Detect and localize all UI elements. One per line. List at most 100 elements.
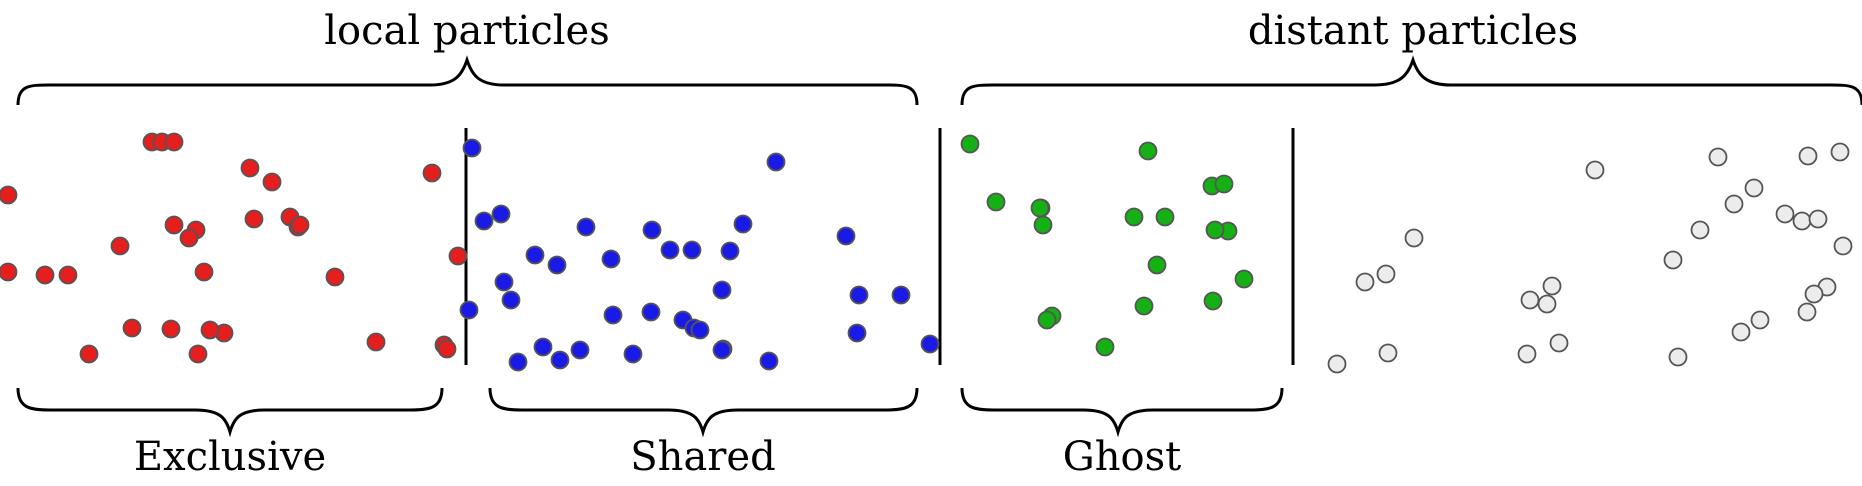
shared-particles: [459, 138, 940, 372]
shared-particle: [642, 220, 662, 240]
other-particle: [1517, 344, 1537, 364]
other-particle: [1668, 347, 1688, 367]
distant-particles-brace: [960, 55, 1862, 106]
shared-particle: [501, 290, 521, 310]
ghost-particle: [1033, 215, 1053, 235]
ghost-particle: [1203, 291, 1223, 311]
exclusive-particle: [448, 246, 468, 266]
exclusive-particle: [366, 332, 386, 352]
exclusive-particle: [200, 320, 220, 340]
shared-particle: [459, 300, 479, 320]
exclusive-particle: [122, 318, 142, 338]
exclusive-particle: [161, 319, 181, 339]
shared-particle: [576, 217, 596, 237]
shared-particle: [720, 241, 740, 261]
shared-particle: [766, 152, 786, 172]
other-particle: [1663, 250, 1683, 270]
shared-particle: [533, 337, 553, 357]
other-particle: [1378, 343, 1398, 363]
shared-particle: [525, 245, 545, 265]
other-particle: [1520, 290, 1540, 310]
local-particles-label: local particles: [324, 8, 609, 54]
ghost-particle: [1095, 337, 1115, 357]
shared-particle: [712, 340, 732, 360]
other-distant-particles: [1327, 142, 1853, 374]
shared-particle: [891, 285, 911, 305]
exclusive-particles: [0, 132, 468, 364]
other-particle: [1798, 146, 1818, 166]
ghost-particle: [1124, 207, 1144, 227]
other-particle: [1376, 264, 1396, 284]
exclusive-particle: [422, 163, 442, 183]
exclusive-particle: [188, 344, 208, 364]
shared-particle: [836, 226, 856, 246]
distant-particles-label: distant particles: [1248, 8, 1578, 54]
other-particle: [1537, 294, 1557, 314]
exclusive-particle: [0, 185, 18, 205]
exclusive-particle: [262, 172, 282, 192]
shared-particle: [508, 352, 528, 372]
exclusive-particle: [290, 215, 310, 235]
shared-brace: [488, 387, 919, 438]
exclusive-label: Exclusive: [134, 434, 326, 480]
shared-particle: [641, 302, 661, 322]
exclusive-particle: [240, 158, 260, 178]
other-particle: [1797, 302, 1817, 322]
other-particle: [1750, 310, 1770, 330]
other-particle: [1731, 322, 1751, 342]
other-particle: [1775, 204, 1795, 224]
other-particle: [1542, 276, 1562, 296]
ghost-particle: [1205, 220, 1225, 240]
ghost-brace: [960, 387, 1284, 438]
ghost-particle: [1037, 310, 1057, 330]
other-particle: [1585, 160, 1605, 180]
exclusive-particle: [325, 267, 345, 287]
other-particle: [1549, 333, 1569, 353]
ghost-particle: [1138, 141, 1158, 161]
shared-particle: [601, 249, 621, 269]
other-particle: [1833, 236, 1853, 256]
shared-particle: [462, 138, 482, 158]
shared-particle: [682, 240, 702, 260]
shared-label: Shared: [630, 434, 775, 480]
other-particle: [1404, 228, 1424, 248]
exclusive-brace: [16, 387, 444, 438]
shared-particle: [550, 350, 570, 370]
other-particle: [1708, 147, 1728, 167]
ghost-particle: [1134, 296, 1154, 316]
exclusive-particle: [194, 262, 214, 282]
other-particle: [1804, 284, 1824, 304]
shared-particle: [474, 211, 494, 231]
exclusive-particle: [437, 339, 457, 359]
exclusive-particle: [179, 228, 199, 248]
exclusive-particle: [164, 132, 184, 152]
ghost-particle: [1147, 255, 1167, 275]
shared-particle: [759, 351, 779, 371]
exclusive-particle: [79, 344, 99, 364]
shared-particle: [847, 323, 867, 343]
exclusive-particle: [244, 209, 264, 229]
ghost-particle: [1155, 207, 1175, 227]
other-particle: [1792, 211, 1812, 231]
ghost-label: Ghost: [1063, 434, 1181, 480]
other-particle: [1744, 178, 1764, 198]
shared-particle: [660, 240, 680, 260]
other-particle: [1327, 354, 1347, 374]
shared-particle: [690, 320, 710, 340]
ghost-particle: [986, 192, 1006, 212]
ghost-particle: [960, 134, 980, 154]
shared-particle: [712, 280, 732, 300]
other-particle: [1830, 142, 1850, 162]
ghost-particle: [1214, 174, 1234, 194]
shared-particle: [849, 285, 869, 305]
shared-particle: [920, 334, 940, 354]
local-particles-brace: [16, 55, 919, 106]
shared-particle: [603, 305, 623, 325]
exclusive-particle: [58, 265, 78, 285]
shared-particle: [491, 204, 511, 224]
other-particle: [1808, 209, 1828, 229]
exclusive-particle: [0, 262, 18, 282]
shared-particle: [733, 214, 753, 234]
ghost-particle: [1234, 269, 1254, 289]
